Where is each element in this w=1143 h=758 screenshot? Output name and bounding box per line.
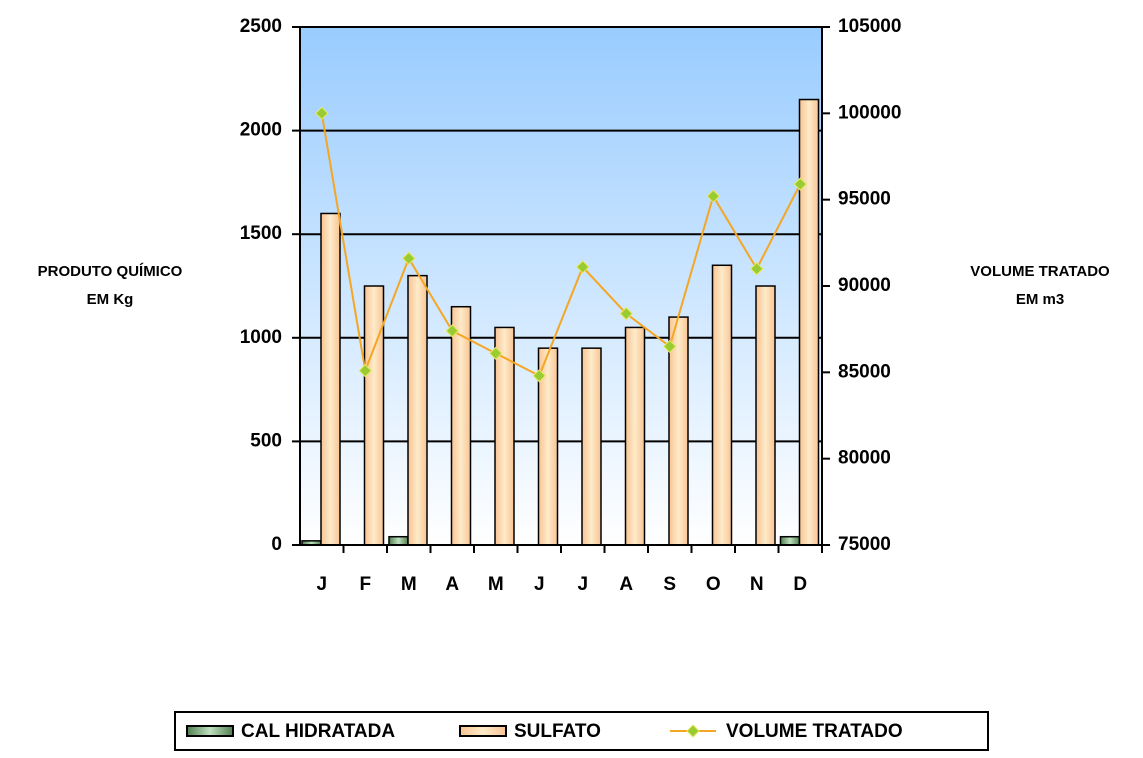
bar xyxy=(320,212,341,546)
marker xyxy=(489,346,503,361)
y2-tick-label: 95000 xyxy=(838,189,891,210)
y-tick-label: 0 xyxy=(271,534,282,555)
x-tick-label: J xyxy=(534,574,545,595)
x-tick-label: N xyxy=(750,574,764,595)
y2-axis-label: VOLUME TRATADO xyxy=(970,263,1110,280)
bar xyxy=(363,285,385,546)
bar xyxy=(711,264,733,546)
legend xyxy=(174,711,989,751)
marker xyxy=(532,369,546,383)
legend-swatch xyxy=(686,724,700,738)
legend-label: VOLUME TRATADO xyxy=(726,721,903,742)
marker xyxy=(750,262,764,276)
marker xyxy=(445,324,459,338)
y2-tick-label: 90000 xyxy=(838,275,891,296)
x-tick-label: M xyxy=(488,574,504,595)
plot-area xyxy=(300,27,822,545)
marker xyxy=(619,306,633,321)
x-tick-label: S xyxy=(663,574,676,595)
marker xyxy=(793,177,807,191)
x-tick-label: O xyxy=(706,574,721,595)
x-tick-label: F xyxy=(359,574,371,595)
legend-label: CAL HIDRATADA xyxy=(241,721,395,742)
bar xyxy=(494,326,515,546)
bar xyxy=(581,347,602,546)
x-tick-label: A xyxy=(619,574,633,595)
bar xyxy=(668,316,689,546)
y2-tick-label: 80000 xyxy=(838,448,891,469)
marker xyxy=(315,106,329,121)
y2-tick-label: 75000 xyxy=(838,534,891,555)
line xyxy=(320,113,802,378)
bar xyxy=(779,535,801,546)
marker xyxy=(576,260,590,274)
x-tick-label: J xyxy=(316,574,327,595)
bar xyxy=(624,326,646,546)
legend-swatch xyxy=(459,725,507,737)
y-tick-label: 500 xyxy=(250,430,282,451)
bar xyxy=(407,274,428,546)
y-tick-label: 1500 xyxy=(240,223,282,244)
y-axis-label: EM Kg xyxy=(87,291,134,308)
bar xyxy=(798,98,820,546)
bar xyxy=(388,535,409,546)
x-tick-label: D xyxy=(793,574,807,595)
y2-tick-label: 100000 xyxy=(838,102,901,123)
y-axis-label: PRODUTO QUÍMICO xyxy=(38,263,183,280)
y2-tick-label: 85000 xyxy=(838,361,891,382)
x-tick-label: J xyxy=(577,574,588,595)
marker xyxy=(706,189,720,203)
marker xyxy=(663,339,677,354)
x-tick-label: M xyxy=(401,574,417,595)
marker xyxy=(402,251,416,266)
legend-label: SULFATO xyxy=(514,721,601,742)
y-tick-label: 2500 xyxy=(240,16,282,37)
bar xyxy=(450,305,472,546)
y2-tick-label: 105000 xyxy=(838,16,901,37)
legend-swatch xyxy=(186,725,234,737)
y2-axis-label: EM m3 xyxy=(1016,291,1064,308)
bar xyxy=(755,285,776,546)
y-tick-label: 2000 xyxy=(240,120,282,141)
x-tick-label: A xyxy=(445,574,459,595)
marker xyxy=(358,363,372,378)
y-tick-label: 1000 xyxy=(240,327,282,348)
